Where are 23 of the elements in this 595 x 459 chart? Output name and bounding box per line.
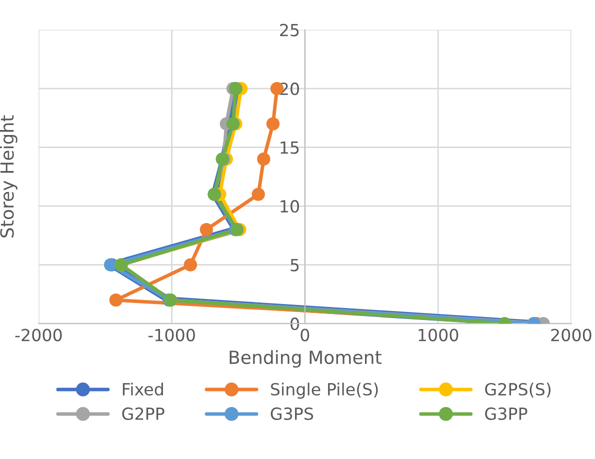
legend-label: Fixed bbox=[122, 382, 163, 396]
x-tick-label: 2000 bbox=[551, 328, 592, 342]
y-axis-title: Storey Height bbox=[0, 115, 18, 238]
legend-label: G3PS bbox=[270, 407, 314, 420]
point bbox=[266, 117, 280, 130]
x-tick-label: -1000 bbox=[148, 328, 195, 342]
point bbox=[252, 188, 265, 201]
y-tick-label: 10 bbox=[280, 200, 299, 213]
legend-label: Single Pile(S) bbox=[270, 382, 378, 399]
legend-label: G3PP bbox=[485, 407, 528, 420]
point bbox=[184, 258, 198, 272]
x-tick-label: 0 bbox=[300, 328, 310, 342]
x-axis-title: Bending Moment bbox=[230, 350, 382, 368]
point bbox=[257, 152, 270, 166]
point bbox=[109, 294, 122, 307]
point bbox=[200, 223, 214, 236]
y-tick-label: 15 bbox=[280, 142, 299, 154]
y-tick-label: 5 bbox=[290, 259, 299, 272]
x-tick-label: 1000 bbox=[418, 328, 458, 342]
y-tick-label: 25 bbox=[280, 24, 299, 36]
legend-label: G2PS(S) bbox=[485, 382, 551, 398]
legend-label: G2PP bbox=[122, 407, 164, 420]
x-tick-label: -2000 bbox=[15, 328, 62, 342]
